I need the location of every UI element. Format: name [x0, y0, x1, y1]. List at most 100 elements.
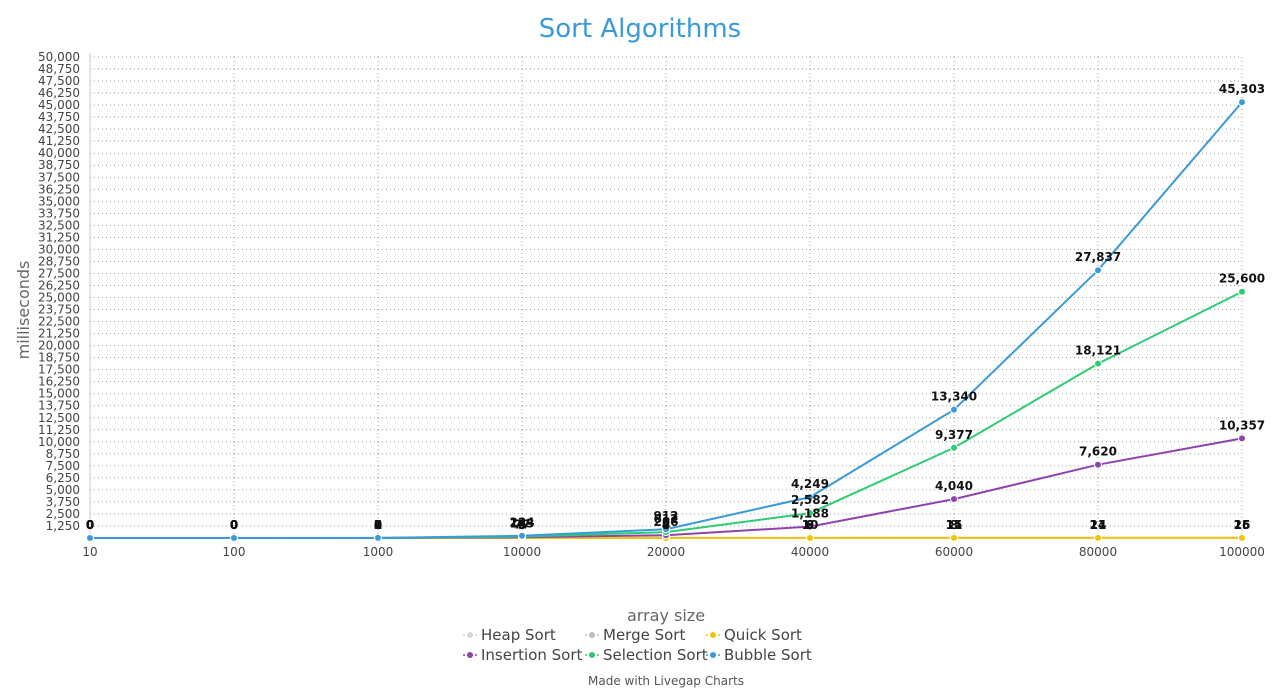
data-point-selection-sort: [950, 443, 958, 452]
data-point-insertion-sort: [1094, 460, 1102, 469]
y-tick-label: 38,750: [38, 158, 80, 172]
data-labels: 0 0 2 6 8 10 15 21 250 0 1 5 7 9 11 14 160 0 0 3 4 6 8 11 150 0 5 7…: [86, 82, 1265, 532]
data-point-bubble-sort: [950, 405, 958, 414]
legend-marker-bubble-sort: [710, 652, 716, 658]
data-label-bubble-sort: 234: [509, 516, 534, 530]
data-label-heap-sort: 0: [230, 518, 238, 532]
x-tick-label: 10: [82, 545, 97, 559]
y-tick-label: 48,750: [38, 62, 80, 76]
y-tick-label: 35,000: [38, 194, 80, 208]
y-tick-label: 30,000: [38, 242, 80, 256]
data-point-bubble-sort: [518, 531, 526, 540]
x-tick-label: 1000: [363, 545, 394, 559]
y-tick-label: 11,250: [38, 423, 80, 437]
data-point-insertion-sort: [1238, 434, 1246, 443]
data-point-bubble-sort: [1094, 266, 1102, 275]
data-label-heap-sort: 2: [374, 518, 382, 532]
legend-item-quick-sort: Quick Sort: [706, 626, 802, 644]
legend-item-selection-sort: Selection Sort: [585, 646, 708, 664]
y-tick-label: 20,000: [38, 339, 80, 353]
data-label-quick-sort: 0: [230, 518, 238, 532]
y-tick-label: 16,250: [38, 375, 80, 389]
y-tick-label: 50,000: [38, 50, 80, 64]
data-label-quick-sort: 4: [662, 518, 670, 532]
y-tick-label: 32,500: [38, 218, 80, 232]
legend-item-insertion-sort: Insertion Sort: [463, 646, 583, 664]
data-label-merge-sort: 16: [1234, 518, 1251, 532]
y-tick-label: 45,000: [38, 98, 80, 112]
data-label-insertion-sort: 7,620: [1079, 445, 1117, 459]
y-tick-label: 2,500: [46, 507, 80, 521]
data-label-heap-sort: 25: [1234, 518, 1251, 532]
data-label-quick-sort: 6: [806, 518, 814, 532]
data-label-merge-sort: 5: [518, 518, 526, 532]
data-point-bubble-sort: [806, 493, 814, 502]
legend-marker-selection-sort: [589, 652, 595, 658]
x-tick-label: 10000: [503, 545, 541, 559]
y-tick-label: 7,500: [46, 459, 80, 473]
data-label-selection-sort: 3: [374, 518, 382, 532]
data-label-insertion-sort: 4,040: [935, 479, 973, 493]
data-label-selection-sort: 0: [230, 518, 238, 532]
y-tick-label: 47,500: [38, 74, 80, 88]
data-label-selection-sort: 25,600: [1219, 272, 1265, 286]
data-point-bubble-sort: [86, 534, 94, 542]
data-label-insertion-sort: 77: [514, 517, 531, 531]
legend-marker-merge-sort: [589, 632, 595, 638]
data-label-quick-sort: 0: [374, 518, 382, 532]
data-label-bubble-sort: 0: [86, 518, 94, 532]
data-label-bubble-sort: 27,837: [1075, 250, 1121, 264]
data-point-selection-sort: [806, 509, 814, 518]
data-label-insertion-sort: 1,188: [791, 507, 829, 521]
data-label-heap-sort: 21: [1090, 518, 1107, 532]
data-label-merge-sort: 1: [374, 518, 382, 532]
legend: Heap Sort Merge Sort Quick Sort Insertion S…: [463, 626, 812, 664]
y-tick-label: 26,250: [38, 278, 80, 292]
footer-credit: Made with Livegap Charts: [588, 674, 744, 688]
x-tick-label: 100: [223, 545, 246, 559]
y-tick-label: 42,500: [38, 122, 80, 136]
y-tick-label: 3,750: [46, 495, 80, 509]
data-point-insertion-sort: [950, 495, 958, 504]
data-point-bubble-sort: [1238, 98, 1246, 107]
legend-item-heap-sort: Heap Sort: [463, 626, 556, 644]
data-label-heap-sort: 10: [802, 518, 819, 532]
y-tick-label: 8,750: [46, 447, 80, 461]
data-label-merge-sort: 7: [662, 518, 670, 532]
legend-item-bubble-sort: Bubble Sort: [706, 646, 812, 664]
x-axis-label: array size: [627, 606, 705, 625]
data-label-selection-sort: 9,377: [935, 428, 973, 442]
data-label-merge-sort: 14: [1090, 518, 1107, 532]
data-label-selection-sort: 18,121: [1075, 344, 1121, 358]
y-tick-label: 15,000: [38, 387, 80, 401]
legend-label-bubble-sort: Bubble Sort: [724, 646, 812, 664]
data-label-quick-sort: 0: [86, 518, 94, 532]
data-label-merge-sort: 11: [946, 518, 963, 532]
data-label-bubble-sort: 0: [230, 518, 238, 532]
y-tick-label: 27,500: [38, 266, 80, 280]
y-tick-label: 41,250: [38, 134, 80, 148]
x-tick-label: 80000: [1079, 545, 1117, 559]
legend-label-heap-sort: Heap Sort: [481, 626, 556, 644]
legend-label-quick-sort: Quick Sort: [724, 626, 802, 644]
y-axis-label: milliseconds: [14, 261, 33, 360]
y-tick-label: 40,000: [38, 146, 80, 160]
y-tick-label: 33,750: [38, 206, 80, 220]
legend-label-selection-sort: Selection Sort: [603, 646, 708, 664]
data-point-insertion-sort: [806, 522, 814, 531]
y-tick-label: 6,250: [46, 471, 80, 485]
y-tick-label: 5,000: [46, 483, 80, 497]
data-label-heap-sort: 8: [662, 518, 670, 532]
data-label-quick-sort: 11: [1090, 518, 1107, 532]
data-label-quick-sort: 3: [518, 518, 526, 532]
x-tick-label: 20000: [647, 545, 685, 559]
data-point-quick-sort: [1238, 533, 1246, 542]
data-label-selection-sort: 0: [86, 518, 94, 532]
data-label-bubble-sort: 8: [374, 518, 382, 532]
data-label-merge-sort: 0: [230, 518, 238, 532]
y-tick-label: 43,750: [38, 110, 80, 124]
data-label-heap-sort: 15: [946, 518, 963, 532]
y-tick-label: 22,500: [38, 315, 80, 329]
data-label-heap-sort: 6: [518, 518, 526, 532]
